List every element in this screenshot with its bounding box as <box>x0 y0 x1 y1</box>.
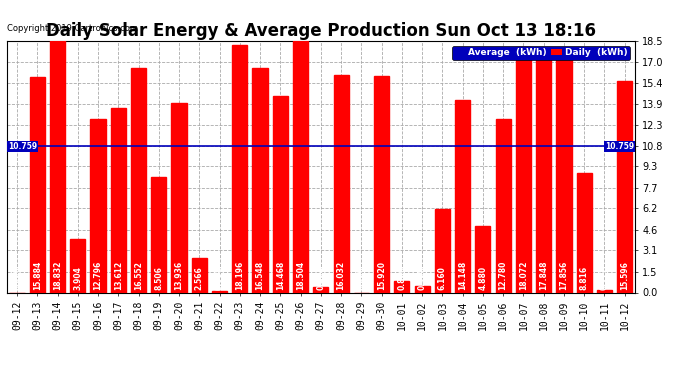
Bar <box>577 173 592 292</box>
Bar <box>273 96 288 292</box>
Text: Copyright 2019 Cartronics.com: Copyright 2019 Cartronics.com <box>7 24 138 33</box>
Bar <box>536 50 551 292</box>
Text: 17.856: 17.856 <box>560 261 569 291</box>
Bar <box>233 45 248 292</box>
Text: 0.000: 0.000 <box>357 267 366 291</box>
Text: 15.884: 15.884 <box>33 261 42 291</box>
Bar <box>394 280 409 292</box>
Text: 16.032: 16.032 <box>337 261 346 291</box>
Text: 0.172: 0.172 <box>600 267 609 291</box>
Text: 17.848: 17.848 <box>539 261 548 291</box>
Bar <box>70 240 86 292</box>
Bar <box>172 103 187 292</box>
Bar <box>435 209 450 292</box>
Bar <box>597 290 612 292</box>
Text: 16.548: 16.548 <box>255 261 264 291</box>
Text: 12.780: 12.780 <box>499 261 508 291</box>
Text: 3.904: 3.904 <box>73 267 82 291</box>
Bar <box>151 177 166 292</box>
Text: 14.148: 14.148 <box>458 261 467 291</box>
Bar <box>495 119 511 292</box>
Bar <box>333 75 348 292</box>
Text: 10.759: 10.759 <box>8 142 37 151</box>
Bar <box>617 81 632 292</box>
Text: 10.759: 10.759 <box>604 142 634 151</box>
Text: 13.612: 13.612 <box>114 261 123 291</box>
Title: Daily Solar Energy & Average Production Sun Oct 13 18:16: Daily Solar Energy & Average Production … <box>46 22 596 40</box>
Text: 18.832: 18.832 <box>53 261 62 291</box>
Text: 0.880: 0.880 <box>397 266 406 291</box>
Text: 8.816: 8.816 <box>580 266 589 291</box>
Bar <box>516 47 531 292</box>
Text: 8.506: 8.506 <box>155 267 164 291</box>
Text: 14.468: 14.468 <box>276 261 285 291</box>
Text: 13.936: 13.936 <box>175 261 184 291</box>
Bar <box>475 226 491 292</box>
Text: 15.920: 15.920 <box>377 261 386 291</box>
Bar <box>50 37 65 292</box>
Text: 18.196: 18.196 <box>235 261 244 291</box>
Bar <box>192 258 207 292</box>
Text: 12.796: 12.796 <box>94 261 103 291</box>
Text: 4.880: 4.880 <box>478 266 487 291</box>
Bar <box>313 287 328 292</box>
Text: 0.000: 0.000 <box>12 267 21 291</box>
Text: 0.508: 0.508 <box>417 267 426 291</box>
Text: 2.566: 2.566 <box>195 267 204 291</box>
Text: 0.404: 0.404 <box>316 267 326 291</box>
Text: 0.088: 0.088 <box>215 266 224 291</box>
Bar <box>455 100 470 292</box>
Text: 6.160: 6.160 <box>438 267 447 291</box>
Bar <box>131 68 146 292</box>
Bar <box>212 291 227 292</box>
Bar <box>110 108 126 292</box>
Text: 16.552: 16.552 <box>134 262 143 291</box>
Text: 18.072: 18.072 <box>519 261 528 291</box>
Text: 15.596: 15.596 <box>620 262 629 291</box>
Bar <box>556 50 571 292</box>
Legend: Average  (kWh), Daily  (kWh): Average (kWh), Daily (kWh) <box>452 46 630 60</box>
Text: 18.504: 18.504 <box>296 261 305 291</box>
Bar <box>253 68 268 292</box>
Bar <box>415 286 430 292</box>
Bar <box>293 41 308 292</box>
Bar <box>30 77 45 292</box>
Bar <box>90 119 106 292</box>
Bar <box>374 76 389 292</box>
